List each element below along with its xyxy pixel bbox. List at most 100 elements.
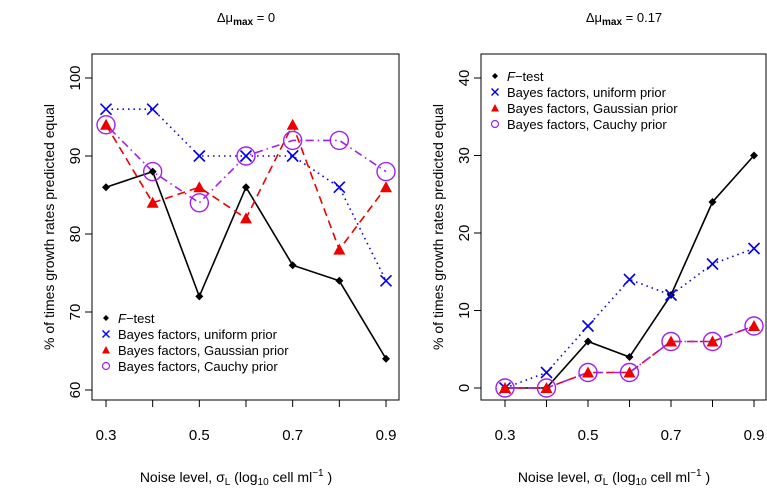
chart-1-xlabel-main: Noise level, σ xyxy=(140,469,225,485)
chart-2-series-2-point-7 xyxy=(747,242,761,255)
chart-2-series-3-point-4 xyxy=(623,366,636,378)
chart-1-series-2-point-1-stroke-b xyxy=(99,103,113,116)
chart-2-title-sub: max xyxy=(602,17,622,28)
chart-2-series-3-point-5 xyxy=(665,335,677,347)
chart-2-xlabel-sub: L xyxy=(603,477,609,488)
chart-1-ytick-label-2: 80 xyxy=(67,226,84,243)
chart-2-xlabel-paren-close: ) xyxy=(702,469,711,485)
chart-1-xlabel: Noise level, σL (log10 cell ml−1 ) xyxy=(140,468,332,488)
chart-1-series-2-point-6-stroke-b xyxy=(333,181,346,194)
chart-1-series-4-point-2 xyxy=(142,161,163,182)
chart-2-series-4-point-2 xyxy=(536,378,557,398)
chart-2-series-1-point-6 xyxy=(708,198,717,206)
chart-2-series-2-point-6 xyxy=(706,257,719,271)
chart-2-legend-label-3: Bayes factors, Gaussian prior xyxy=(507,101,678,116)
chart-1-series-2-point-4-stroke-b xyxy=(239,149,253,163)
chart-1-xtick-label-2: 0.7 xyxy=(282,427,303,444)
chart-2-ytick-label-1: 10 xyxy=(456,302,473,319)
chart-1-series-3-point-6 xyxy=(333,243,346,255)
chart-2-series-1-point-4 xyxy=(625,353,634,361)
chart-2-title-suffix: = 0.17 xyxy=(622,10,662,25)
chart-1-title-suffix: = 0 xyxy=(253,10,275,25)
chart-2-xlabel: Noise level, σL (log10 cell ml−1 ) xyxy=(518,468,710,488)
chart-1-legend-marker-1 xyxy=(103,315,109,321)
chart-2-xtick-label-2: 0.7 xyxy=(661,427,682,444)
chart-1: Δμmax = 0 60 70 80 90 100 0.3 0.5 0.7 0.9 % of tim… xyxy=(41,10,400,488)
chart-2-series-3-point-2 xyxy=(540,382,553,393)
chart-2-title: Δμmax = 0.17 xyxy=(586,10,662,28)
chart-2-series-2-point-4-stroke-b xyxy=(623,273,636,286)
chart-2-ytick-label-3: 30 xyxy=(456,147,473,164)
chart-1-series-4-point-1 xyxy=(96,115,116,135)
chart-1-series-3-point-1 xyxy=(100,118,112,130)
chart-1-series-2-point-3-stroke-b xyxy=(193,149,206,163)
chart-2-xtick-label-3: 0.9 xyxy=(744,427,765,444)
chart-1-title: Δμmax = 0 xyxy=(217,10,275,28)
chart-1-xlabel-paren-close: ) xyxy=(324,469,333,485)
chart-2-xlabel-exp: −1 xyxy=(690,468,702,479)
chart-2-legend-label-4: Bayes factors, Cauchy prior xyxy=(507,117,667,132)
chart-1-series-2-point-3 xyxy=(193,149,206,163)
chart-2-series-3-point-3 xyxy=(582,366,594,378)
chart-1-title-prefix: Δμ xyxy=(217,10,233,25)
chart-2-xlabel-paren-open: (log xyxy=(608,469,635,485)
chart-1-series-2-point-7 xyxy=(379,274,393,287)
chart-1-xtick-label-3: 0.9 xyxy=(376,427,397,444)
chart-2-series-3-point-7 xyxy=(748,320,760,331)
chart-1-xlabel-sub: L xyxy=(225,477,231,488)
chart-1-ylabel: % of times growth rates predicted equal xyxy=(41,104,57,350)
chart-2-series-2-point-2 xyxy=(540,366,553,379)
chart-1-series-3-point-5 xyxy=(286,118,299,130)
chart-2: Δμmax = 0.17 0 10 20 30 40 0.3 0.5 0.7 0.9 % of ti… xyxy=(430,10,767,488)
chart-1-legend-label-1-rest: −test xyxy=(126,311,155,326)
chart-2-series-4-point-7 xyxy=(744,316,764,336)
chart-2-legend-marker-2 xyxy=(491,88,499,96)
chart-1-series-2-point-1 xyxy=(99,103,113,116)
chart-1-xlabel-paren-open: (log xyxy=(230,469,257,485)
chart-2-series-2-point-7-stroke-b xyxy=(747,242,761,255)
chart-2-series-1-point-7 xyxy=(750,151,758,160)
chart-2-ytick-label-2: 20 xyxy=(456,225,473,242)
chart-1-legend-label-1-italic: F xyxy=(118,311,127,326)
chart-2-series-2-point-2-stroke-b xyxy=(540,366,553,379)
chart-1-series-2-point-2-stroke-b xyxy=(146,103,159,116)
chart-1-xlabel-unit: cell ml xyxy=(269,469,313,485)
chart-1-legend-marker-2-stroke-b xyxy=(102,330,110,338)
chart-2-legend-marker-1 xyxy=(492,73,498,79)
chart-1-series-4-point-4 xyxy=(236,146,256,166)
chart-2-xtick-label-0: 0.3 xyxy=(495,427,516,444)
chart-2-series-3-point-1 xyxy=(499,382,511,393)
chart-1-series-1-point-5 xyxy=(288,261,297,270)
chart-1-series-2-point-6 xyxy=(333,181,346,194)
chart-2-xlabel-log-sub: 10 xyxy=(636,477,648,488)
chart-1-legend-marker-3 xyxy=(102,346,110,354)
chart-2-legend-marker-4 xyxy=(490,119,500,129)
chart-1-series-2-point-4 xyxy=(239,149,253,163)
chart-1-ytick-label-3: 90 xyxy=(67,148,84,165)
chart-2-legend-marker-2-stroke-b xyxy=(491,88,499,96)
chart-1-series-1-point-3 xyxy=(195,292,204,301)
chart-2-legend-label-1-italic: F xyxy=(507,69,516,84)
chart-1-series-1-point-7 xyxy=(382,354,390,363)
chart-1-series-3-point-7 xyxy=(380,181,392,193)
chart-1-ytick-label-4: 100 xyxy=(67,65,84,90)
chart-1-series-1-point-6 xyxy=(335,276,344,285)
chart-2-series-4-point-6 xyxy=(702,331,723,352)
chart-2-series-2-point-6-stroke-b xyxy=(706,257,719,271)
chart-2-ylabel: % of times growth rates predicted equal xyxy=(430,104,446,350)
chart-2-ytick-label-0: 0 xyxy=(456,384,473,392)
chart-1-series-2-point-2 xyxy=(146,103,159,116)
chart-2-series-2-point-4 xyxy=(623,273,636,286)
chart-1-ytick-label-1: 70 xyxy=(67,304,84,321)
chart-1-legend-marker-4 xyxy=(101,361,111,371)
chart-2-xlabel-unit: cell ml xyxy=(647,469,691,485)
chart-1-legend-label-3: Bayes factors, Gaussian prior xyxy=(118,343,289,358)
chart-1-xlabel-log-sub: 10 xyxy=(258,477,270,488)
chart-1-series-4-point-6 xyxy=(329,130,350,151)
chart-1-series-2-point-5-stroke-b xyxy=(286,149,299,163)
chart-2-series-2-point-5-stroke-b xyxy=(664,288,678,302)
chart-2-legend-label-1-rest: −test xyxy=(515,69,544,84)
